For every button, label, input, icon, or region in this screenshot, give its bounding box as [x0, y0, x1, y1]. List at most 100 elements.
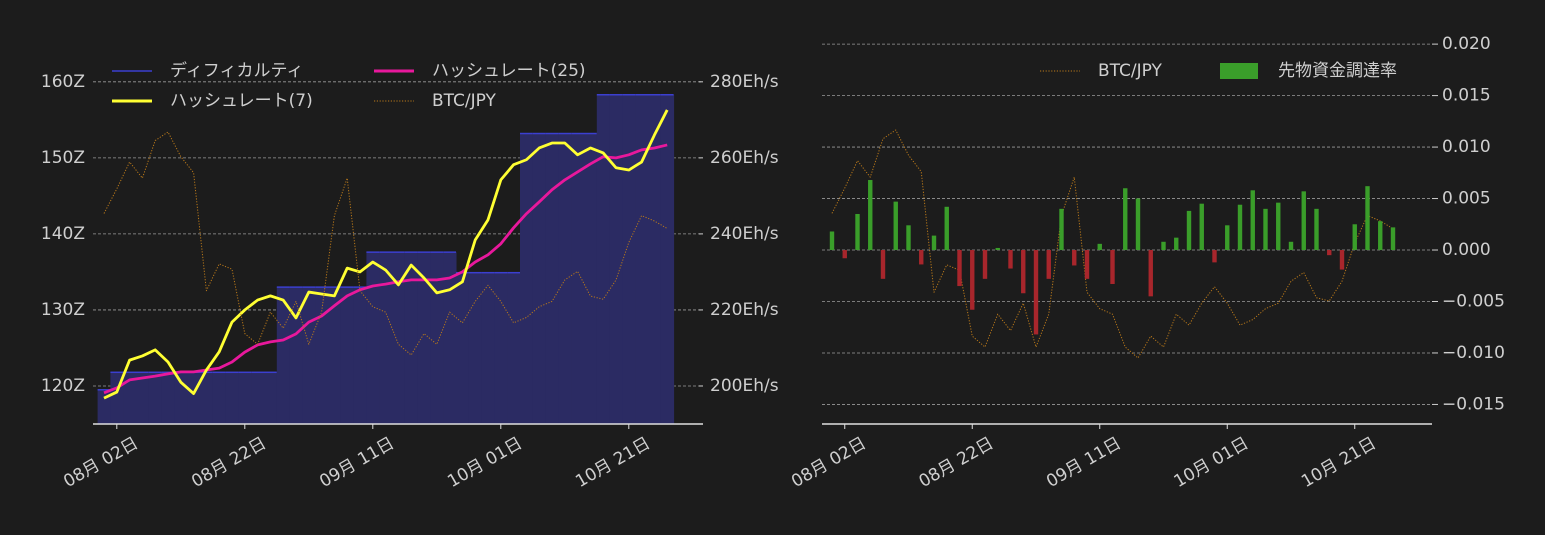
bar — [1135, 198, 1141, 251]
legend-label: BTC/JPY — [1098, 61, 1163, 81]
bar — [1263, 208, 1268, 251]
bar — [1212, 250, 1217, 263]
bar — [1021, 250, 1026, 294]
price-line — [831, 129, 1394, 359]
y-tick-label: −0.005 — [1442, 291, 1505, 311]
legend-label: ハッシュレート(7) — [170, 91, 313, 111]
y-tick-label: 140Z — [41, 224, 85, 244]
y2-tick-label: 240Eh/s — [710, 224, 779, 244]
bar — [1276, 202, 1281, 251]
bar — [944, 206, 949, 251]
difficulty-area — [532, 133, 547, 425]
legend-label: 先物資金調達率 — [1278, 61, 1397, 81]
bar — [1174, 237, 1179, 251]
bar — [893, 201, 898, 251]
bar — [957, 250, 962, 287]
difficulty-area — [136, 372, 150, 424]
y-tick-label: 130Z — [41, 300, 85, 320]
difficulty-area — [302, 287, 316, 424]
difficulty-area — [417, 252, 431, 424]
difficulty-area — [328, 287, 342, 424]
legend-label: ハッシュレート(25) — [432, 61, 586, 81]
bar — [1199, 203, 1204, 251]
bar — [1390, 227, 1396, 251]
difficulty-area — [507, 272, 521, 424]
bar — [1327, 250, 1332, 256]
difficulty-area — [353, 287, 367, 424]
bar — [970, 250, 975, 310]
bar — [1237, 204, 1243, 251]
bar — [1339, 250, 1345, 270]
difficulty-area — [161, 372, 175, 424]
y-tick-label: −0.015 — [1442, 394, 1505, 414]
difficulty-area — [404, 252, 419, 424]
bar — [1097, 243, 1102, 251]
y2-tick-label: 200Eh/s — [710, 376, 779, 396]
difficulty-area — [443, 252, 457, 424]
difficulty-area — [584, 133, 598, 425]
difficulty-area — [456, 272, 470, 424]
bar — [1288, 241, 1294, 251]
difficulty-area — [622, 94, 636, 424]
y2-tick-label: 220Eh/s — [710, 300, 779, 320]
y-tick-label: 0.005 — [1442, 189, 1491, 209]
bar — [1314, 208, 1319, 251]
bar — [982, 250, 988, 279]
bar — [1186, 210, 1192, 251]
difficulty-area — [187, 372, 201, 424]
y2-tick-label: 280Eh/s — [710, 72, 779, 92]
difficulty-area — [276, 287, 291, 424]
difficulty-area — [635, 94, 649, 424]
series-line — [103, 143, 668, 395]
y-tick-label: 150Z — [41, 148, 85, 168]
bar — [1352, 224, 1357, 251]
bar — [919, 250, 924, 265]
bar — [1008, 250, 1013, 269]
legend-swatch — [1220, 63, 1258, 79]
bar — [1378, 221, 1383, 251]
difficulty-area — [481, 272, 495, 424]
bar — [1250, 190, 1255, 251]
difficulty-area — [340, 287, 355, 424]
y2-tick-label: 260Eh/s — [710, 148, 779, 168]
difficulty-area — [648, 94, 662, 424]
bar — [1123, 188, 1128, 251]
difficulty-area — [545, 133, 559, 425]
bar — [1084, 250, 1090, 279]
y-tick-label: 0.010 — [1442, 137, 1491, 157]
y-tick-label: 160Z — [41, 72, 85, 92]
difficulty-area — [660, 94, 675, 424]
bar — [1110, 250, 1115, 284]
bar — [1072, 250, 1077, 266]
bar — [829, 231, 835, 251]
legend-label: ディフィカルティ — [170, 60, 303, 81]
y-tick-label: 0.015 — [1442, 86, 1491, 106]
bar — [1225, 225, 1230, 251]
y-tick-label: 120Z — [41, 376, 85, 396]
difficulty-area — [366, 252, 380, 424]
bar — [1365, 186, 1370, 251]
legend-label: BTC/JPY — [432, 91, 497, 111]
bar — [880, 250, 886, 279]
difficulty-area — [494, 272, 508, 424]
bar — [906, 225, 911, 251]
difficulty-area — [212, 372, 227, 424]
difficulty-area — [558, 133, 572, 425]
difficulty-area — [97, 389, 111, 424]
bar — [1301, 191, 1306, 251]
bar — [1148, 250, 1153, 297]
difficulty-area — [392, 252, 406, 424]
difficulty-area — [571, 133, 585, 425]
y-tick-label: 0.020 — [1442, 34, 1491, 54]
difficulty-area — [315, 287, 329, 424]
bar — [842, 250, 847, 259]
bar — [995, 247, 1000, 251]
difficulty-area — [251, 372, 265, 424]
bar — [855, 213, 860, 251]
series-line — [103, 109, 669, 400]
difficulty-area — [200, 372, 214, 424]
bar — [931, 235, 937, 251]
